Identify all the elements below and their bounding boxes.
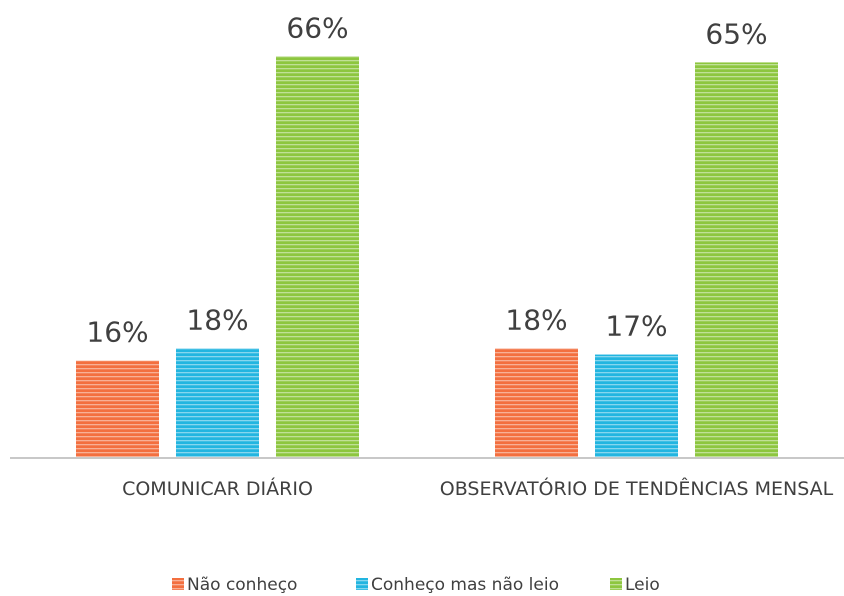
legend-label: Conheço mas não leio — [371, 575, 559, 595]
x-tick-label: OBSERVATÓRIO DE TENDÊNCIAS MENSAL — [439, 478, 834, 500]
data-label: 16% — [86, 316, 148, 349]
data-label: 17% — [605, 310, 667, 343]
bar — [276, 56, 359, 458]
data-label: 66% — [286, 11, 348, 44]
legend-swatch — [610, 578, 622, 590]
bar — [76, 360, 159, 458]
legend-swatch — [172, 578, 184, 590]
data-label: 18% — [505, 303, 567, 336]
data-label: 65% — [705, 17, 767, 50]
legend-swatch — [356, 578, 368, 590]
x-tick-label: COMUNICAR DIÁRIO — [122, 478, 313, 500]
data-label: 18% — [186, 303, 248, 336]
legend-label: Não conheço — [187, 575, 297, 595]
bar — [695, 62, 778, 459]
bar — [595, 354, 678, 458]
bar — [495, 348, 578, 458]
legend-label: Leio — [625, 575, 660, 595]
bar — [176, 348, 259, 458]
